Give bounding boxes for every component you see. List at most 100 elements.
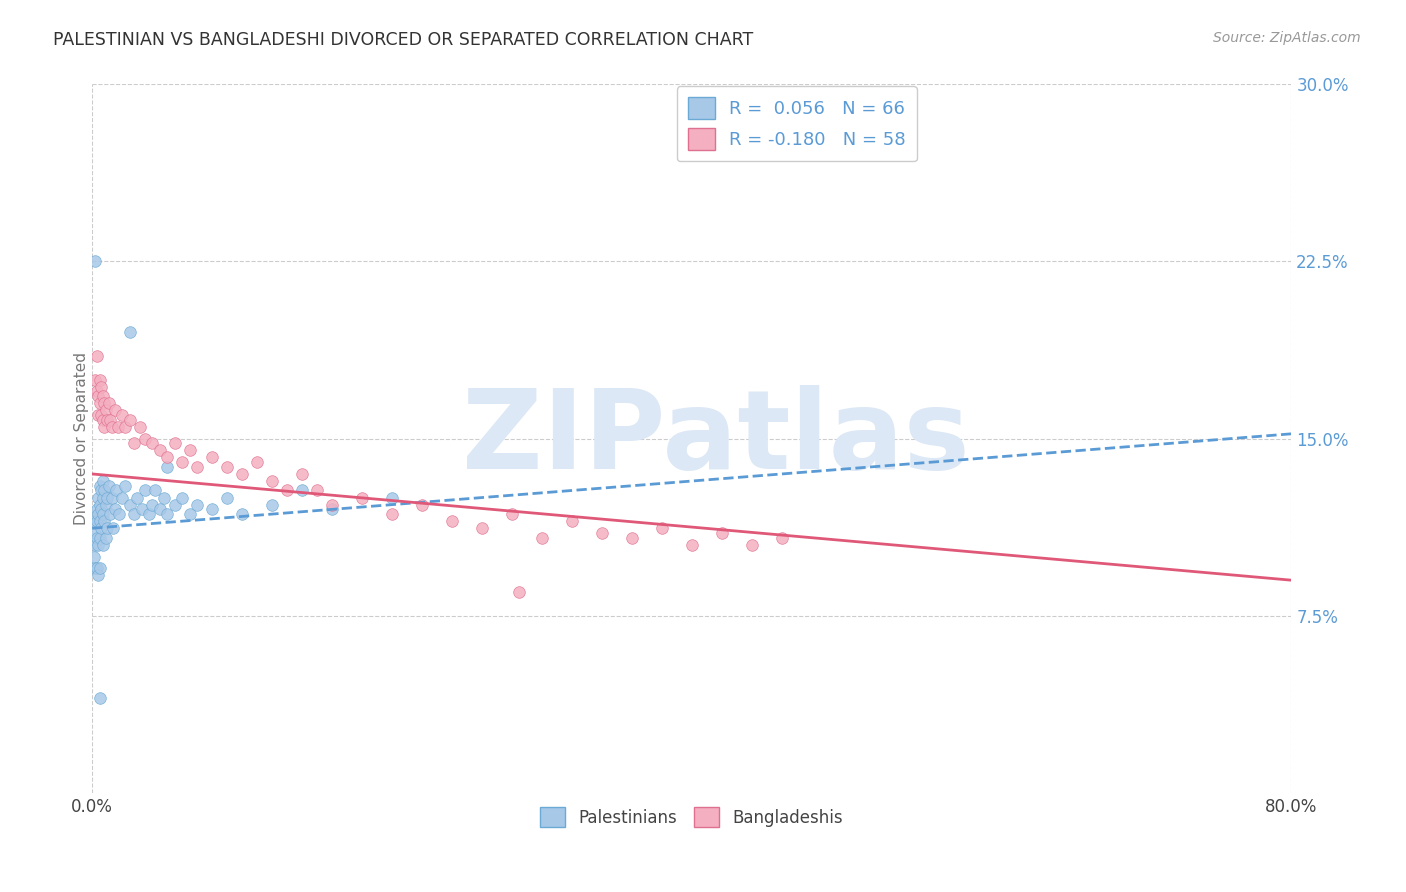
Point xyxy=(149,443,172,458)
Point xyxy=(131,502,153,516)
Point xyxy=(98,412,121,426)
Point xyxy=(122,436,145,450)
Point xyxy=(90,483,112,498)
Point xyxy=(84,254,107,268)
Point xyxy=(231,507,253,521)
Point xyxy=(86,561,108,575)
Point xyxy=(561,514,583,528)
Point xyxy=(530,531,553,545)
Point xyxy=(94,403,117,417)
Point xyxy=(741,538,763,552)
Point xyxy=(84,561,107,575)
Point xyxy=(381,491,404,505)
Point xyxy=(201,502,224,516)
Point xyxy=(97,396,120,410)
Point xyxy=(440,514,463,528)
Point xyxy=(620,531,643,545)
Point xyxy=(100,419,122,434)
Point xyxy=(179,507,201,521)
Point xyxy=(186,498,208,512)
Point xyxy=(681,538,703,552)
Point xyxy=(114,479,136,493)
Point xyxy=(89,372,111,386)
Point xyxy=(156,450,179,465)
Point xyxy=(118,412,141,426)
Point xyxy=(83,514,105,528)
Point xyxy=(93,514,115,528)
Point xyxy=(156,507,179,521)
Point xyxy=(217,459,239,474)
Point xyxy=(83,549,105,564)
Point xyxy=(217,491,239,505)
Point xyxy=(90,379,112,393)
Point xyxy=(86,349,108,363)
Point xyxy=(91,474,114,488)
Point xyxy=(90,521,112,535)
Point xyxy=(89,479,111,493)
Point xyxy=(87,389,110,403)
Point xyxy=(96,521,118,535)
Point xyxy=(94,498,117,512)
Point xyxy=(411,498,433,512)
Point xyxy=(260,498,283,512)
Point xyxy=(86,502,108,516)
Point xyxy=(260,474,283,488)
Point xyxy=(591,526,613,541)
Point xyxy=(118,326,141,340)
Point xyxy=(134,432,156,446)
Y-axis label: Divorced or Separated: Divorced or Separated xyxy=(73,352,89,525)
Point xyxy=(90,502,112,516)
Point xyxy=(114,419,136,434)
Point xyxy=(381,507,404,521)
Point xyxy=(86,514,108,528)
Point xyxy=(89,531,111,545)
Point xyxy=(89,396,111,410)
Point xyxy=(501,507,523,521)
Text: Source: ZipAtlas.com: Source: ZipAtlas.com xyxy=(1213,31,1361,45)
Text: ZIPatlas: ZIPatlas xyxy=(461,385,970,492)
Point xyxy=(84,372,107,386)
Point xyxy=(321,498,343,512)
Point xyxy=(87,538,110,552)
Point xyxy=(98,507,121,521)
Point xyxy=(87,568,110,582)
Point xyxy=(97,479,120,493)
Point xyxy=(86,531,108,545)
Point xyxy=(143,483,166,498)
Point xyxy=(84,538,107,552)
Point xyxy=(100,491,122,505)
Point xyxy=(93,483,115,498)
Point xyxy=(172,491,194,505)
Point xyxy=(163,498,186,512)
Point xyxy=(651,521,673,535)
Point xyxy=(186,459,208,474)
Legend: Palestinians, Bangladeshis: Palestinians, Bangladeshis xyxy=(534,800,849,834)
Point xyxy=(291,483,314,498)
Text: PALESTINIAN VS BANGLADESHI DIVORCED OR SEPARATED CORRELATION CHART: PALESTINIAN VS BANGLADESHI DIVORCED OR S… xyxy=(53,31,754,49)
Point xyxy=(101,521,124,535)
Point xyxy=(89,514,111,528)
Point xyxy=(111,491,134,505)
Point xyxy=(179,443,201,458)
Point xyxy=(138,507,160,521)
Point xyxy=(91,412,114,426)
Point xyxy=(246,455,269,469)
Point xyxy=(87,507,110,521)
Point xyxy=(350,491,373,505)
Point xyxy=(156,459,179,474)
Point xyxy=(201,450,224,465)
Point xyxy=(91,389,114,403)
Point xyxy=(141,498,163,512)
Point xyxy=(96,412,118,426)
Point xyxy=(104,403,127,417)
Point xyxy=(89,498,111,512)
Point xyxy=(87,408,110,422)
Point xyxy=(93,419,115,434)
Point xyxy=(87,491,110,505)
Point xyxy=(93,396,115,410)
Point xyxy=(90,408,112,422)
Point xyxy=(84,526,107,541)
Point xyxy=(91,491,114,505)
Point xyxy=(108,507,131,521)
Point xyxy=(291,467,314,481)
